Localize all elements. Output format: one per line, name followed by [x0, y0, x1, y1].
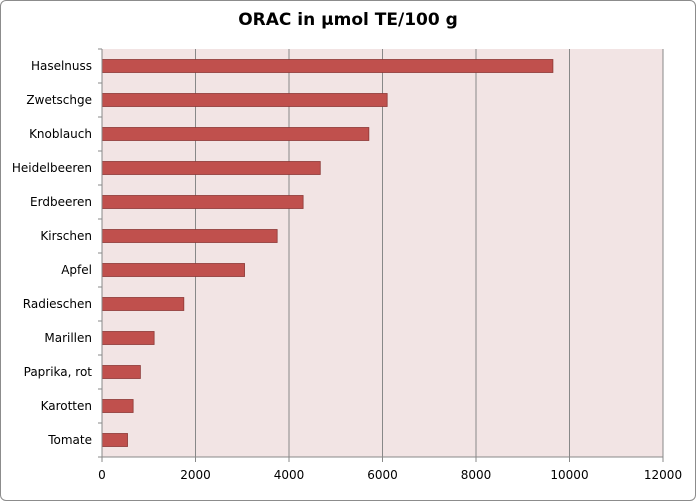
- category-labels: Haselnuss Zwetschge Knoblauch Heidelbeeren E…: [12, 59, 92, 447]
- x-tick-label: 4000: [274, 468, 305, 482]
- category-label: Knoblauch: [29, 127, 92, 141]
- category-label: Kirschen: [40, 229, 92, 243]
- bar-erdbeeren: [101, 195, 304, 209]
- category-label: Apfel: [61, 263, 92, 277]
- bar-radieschen: [101, 297, 185, 311]
- gridlines: [195, 49, 664, 457]
- category-label: Erdbeeren: [30, 195, 92, 209]
- x-tick-label: 10000: [550, 468, 588, 482]
- x-tick-label: 12000: [644, 468, 682, 482]
- axes: [98, 48, 664, 462]
- category-label: Karotten: [41, 399, 92, 413]
- chart-title: ORAC in µmol TE/100 g: [238, 10, 458, 30]
- bar-zwetschge: [101, 93, 388, 107]
- x-tick-label: 2000: [180, 468, 211, 482]
- bar-marillen: [101, 331, 155, 345]
- category-label: Haselnuss: [31, 59, 92, 73]
- category-label: Radieschen: [23, 297, 92, 311]
- x-tick-label: 6000: [367, 468, 398, 482]
- tick-labels: 0 2000 4000 6000 8000 10000 12000: [98, 468, 682, 482]
- bar-heidelbeeren: [101, 161, 321, 175]
- bar-kirschen: [101, 229, 278, 243]
- category-label: Marillen: [44, 331, 92, 345]
- bar-knoblauch: [101, 127, 370, 141]
- bar-paprika-rot: [101, 365, 141, 379]
- bar-karotten: [101, 399, 134, 413]
- x-tick-label: 0: [98, 468, 106, 482]
- bar-haselnuss: [101, 59, 554, 73]
- bar-apfel: [101, 263, 245, 277]
- x-tick-label: 8000: [461, 468, 492, 482]
- category-label: Heidelbeeren: [12, 161, 92, 175]
- category-label: Zwetschge: [26, 93, 92, 107]
- bar-tomate: [101, 433, 128, 447]
- category-label: Paprika, rot: [24, 365, 93, 379]
- category-label: Tomate: [47, 433, 92, 447]
